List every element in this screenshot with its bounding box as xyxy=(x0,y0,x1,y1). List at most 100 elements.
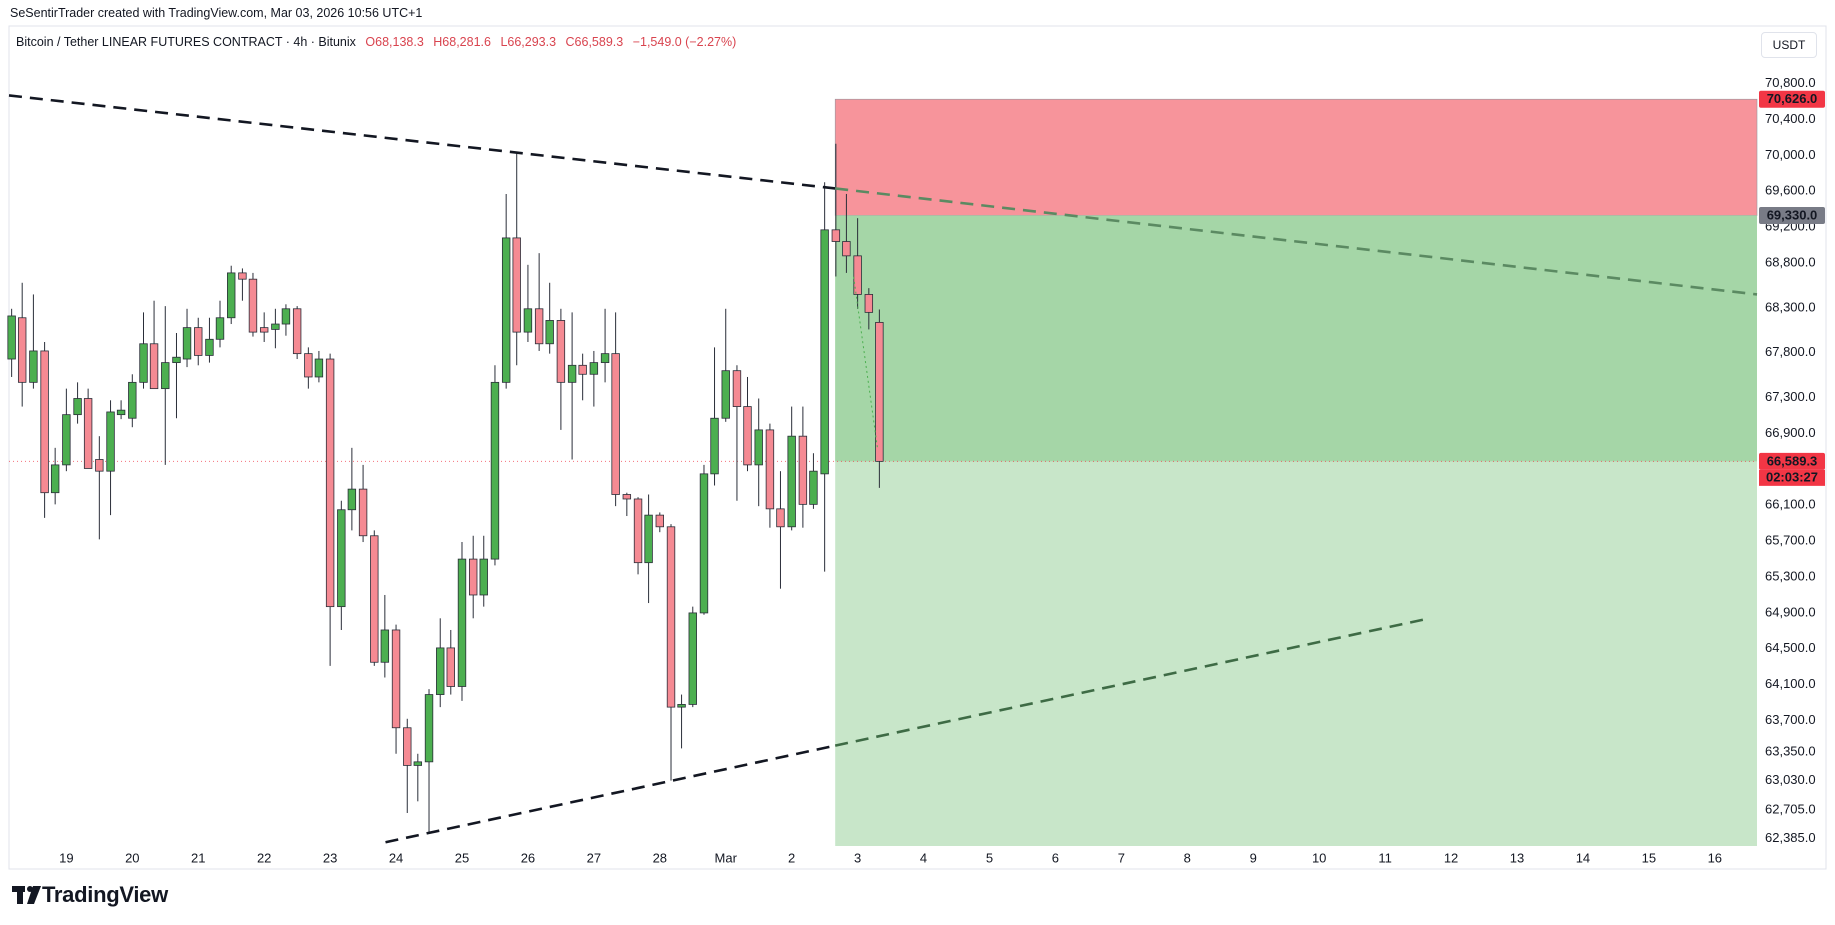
x-tick-label: 22 xyxy=(257,850,271,865)
y-tick-label: 63,030.0 xyxy=(1765,772,1816,787)
candle-body xyxy=(743,406,752,466)
candle-body xyxy=(820,229,829,475)
candle-body xyxy=(29,350,38,383)
y-tick-label: 66,100.0 xyxy=(1765,497,1816,512)
candle-body xyxy=(523,308,533,333)
candle-body xyxy=(545,320,554,345)
x-tick-label: 25 xyxy=(455,850,469,865)
y-tick-label: 70,000.0 xyxy=(1765,147,1816,162)
candle-body xyxy=(787,435,796,528)
candle-body xyxy=(215,317,225,340)
x-tick-label: 7 xyxy=(1118,850,1125,865)
y-tick-label: 69,600.0 xyxy=(1765,183,1816,198)
candle-body xyxy=(436,647,445,695)
candle-body xyxy=(710,417,719,475)
ohlc-open: O68,138.3 xyxy=(365,35,424,49)
candle-body xyxy=(611,353,620,495)
candle-body xyxy=(259,327,269,333)
candle-body xyxy=(380,629,390,663)
price-badge xyxy=(1759,90,1825,108)
candle-body xyxy=(424,694,434,763)
candle-body xyxy=(325,358,335,608)
candle-body xyxy=(633,498,643,564)
y-tick-label: 65,700.0 xyxy=(1765,533,1816,548)
candle-body xyxy=(469,558,478,596)
open-pnl-zone xyxy=(835,215,1757,462)
x-tick-label: 6 xyxy=(1052,850,1059,865)
candle-body xyxy=(238,272,247,280)
countdown-label: 02:03:27 xyxy=(1766,469,1818,484)
candle-body xyxy=(677,704,686,708)
candle-body xyxy=(556,320,566,383)
candle-body xyxy=(281,308,291,325)
x-tick-label: 10 xyxy=(1312,850,1326,865)
x-tick-label: 28 xyxy=(653,850,667,865)
attribution: SeSentirTrader created with TradingView.… xyxy=(10,6,423,20)
candle-body xyxy=(83,398,93,469)
candle-body xyxy=(182,327,192,360)
candle-body xyxy=(271,323,280,330)
candle-body xyxy=(40,350,49,494)
x-tick-label: 16 xyxy=(1708,850,1722,865)
x-tick-label: 19 xyxy=(59,850,73,865)
price-badge xyxy=(1759,452,1825,470)
ohlc-low: L66,293.3 xyxy=(500,35,557,49)
x-tick-label: 15 xyxy=(1642,850,1656,865)
candle-body xyxy=(534,308,544,345)
candle-body xyxy=(457,558,467,687)
footer-logo[interactable]: TradingView xyxy=(42,882,168,907)
y-tick-label: 63,350.0 xyxy=(1765,743,1816,758)
candle-body xyxy=(589,362,599,375)
candle-body xyxy=(17,317,27,383)
candle-body xyxy=(50,464,60,494)
trendline xyxy=(853,276,878,448)
candle-body xyxy=(358,488,368,537)
candle-body xyxy=(139,343,148,383)
x-tick-label: 24 xyxy=(389,850,403,865)
candle-body xyxy=(699,473,709,614)
candle-body xyxy=(512,237,521,333)
stop-zone xyxy=(834,98,1758,216)
candle-body xyxy=(172,356,181,364)
ohlc-high: H68,281.6 xyxy=(433,35,491,49)
symbol: Bitcoin / Tether LINEAR FUTURES CONTRACT… xyxy=(16,35,356,49)
price-badge-label: 66,589.3 xyxy=(1767,453,1818,468)
y-tick-label: 62,385.0 xyxy=(1765,830,1816,845)
candle-body xyxy=(149,343,159,390)
candle-body xyxy=(161,362,170,390)
y-tick-label: 68,800.0 xyxy=(1765,254,1816,269)
candle-body xyxy=(875,321,884,462)
x-tick-label: 14 xyxy=(1576,850,1590,865)
candle-body xyxy=(754,429,763,466)
candle-body xyxy=(446,647,455,687)
x-tick-label: 4 xyxy=(920,850,927,865)
candle-body xyxy=(347,488,357,511)
candle-body xyxy=(304,353,313,378)
candle-body xyxy=(248,278,258,333)
candle-body xyxy=(842,241,851,257)
y-tick-label: 64,900.0 xyxy=(1765,604,1816,619)
candle-body xyxy=(62,414,71,466)
candle-body xyxy=(765,429,775,510)
y-tick-label: 64,500.0 xyxy=(1765,640,1816,655)
candle-body xyxy=(314,358,324,378)
candle-body xyxy=(776,508,785,528)
y-tick-label: 64,100.0 xyxy=(1765,676,1816,691)
x-tick-label: 2 xyxy=(788,850,795,865)
candle-body xyxy=(567,364,577,383)
x-tick-label: 3 xyxy=(854,850,861,865)
price-badge xyxy=(1759,206,1825,224)
tv-logo-icon xyxy=(12,886,41,904)
currency-button[interactable]: USDT xyxy=(1761,32,1817,58)
y-tick-label: 66,900.0 xyxy=(1765,425,1816,440)
candle-body xyxy=(95,459,104,472)
candle-body xyxy=(853,255,862,295)
candle-body xyxy=(655,514,664,528)
candle-body xyxy=(622,494,632,500)
y-tick-label: 70,400.0 xyxy=(1765,111,1816,126)
x-tick-label: 20 xyxy=(125,850,139,865)
candle-body xyxy=(205,338,214,356)
candle-body xyxy=(370,535,379,663)
candle-body xyxy=(292,308,302,355)
symbol-legend: Bitcoin / Tether LINEAR FUTURES CONTRACT… xyxy=(16,35,736,49)
